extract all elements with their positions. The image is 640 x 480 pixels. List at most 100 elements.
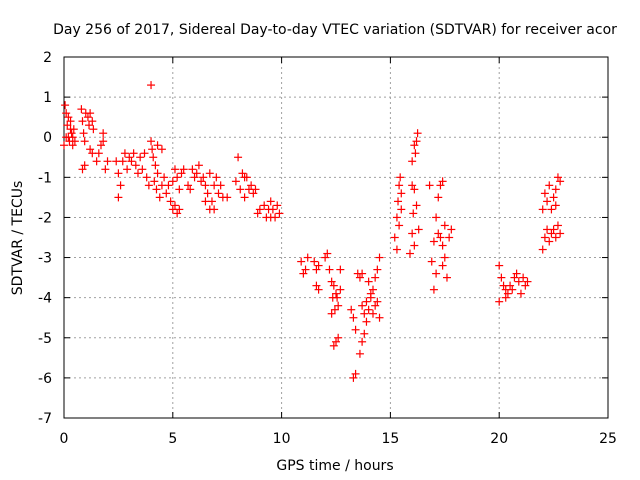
data-point [310, 258, 318, 266]
data-point [267, 213, 275, 221]
data-point [495, 298, 503, 306]
data-point [323, 250, 331, 258]
data-point [521, 282, 529, 290]
data-point [315, 262, 323, 270]
data-point [204, 189, 212, 197]
data-point [408, 181, 416, 189]
data-point [178, 169, 186, 177]
data-point [545, 238, 553, 246]
data-point [212, 173, 220, 181]
data-point [371, 274, 379, 282]
data-point [154, 169, 162, 177]
plot-frame [64, 57, 608, 418]
data-point [145, 181, 153, 189]
data-point [352, 370, 360, 378]
data-point [180, 165, 188, 173]
data-point [539, 246, 547, 254]
grid-lines [64, 57, 608, 418]
data-point [415, 225, 423, 233]
data-point [195, 161, 203, 169]
y-tick-label: -1 [38, 170, 52, 186]
data-point [95, 149, 103, 157]
data-point [547, 205, 555, 213]
data-point [101, 165, 109, 173]
data-point [439, 262, 447, 270]
data-point [86, 109, 94, 117]
data-point [206, 169, 214, 177]
data-point [556, 177, 564, 185]
data-point [312, 266, 320, 274]
data-point [175, 185, 183, 193]
data-point [175, 205, 183, 213]
data-point [80, 129, 88, 137]
data-point [545, 181, 553, 189]
data-point [369, 310, 377, 318]
data-point [256, 205, 264, 213]
data-point [441, 221, 449, 229]
data-point [119, 157, 127, 165]
y-tick-label: 0 [43, 130, 52, 146]
data-point [352, 326, 360, 334]
data-point [325, 266, 333, 274]
data-point [333, 294, 341, 302]
data-point [297, 258, 305, 266]
data-point [81, 137, 89, 145]
data-point [408, 229, 416, 237]
data-point [554, 221, 562, 229]
data-point [330, 342, 338, 350]
y-tick-label: -5 [38, 331, 52, 347]
data-point [267, 197, 275, 205]
data-point [517, 290, 525, 298]
y-tick-label: -7 [38, 411, 52, 427]
data-point [160, 173, 168, 181]
data-point [99, 129, 107, 137]
data-point [234, 153, 242, 161]
data-point [315, 286, 323, 294]
data-point [171, 165, 179, 173]
data-point [376, 254, 384, 262]
data-point [275, 209, 283, 217]
data-point [519, 274, 527, 282]
data-point [552, 234, 560, 242]
data-point [365, 278, 373, 286]
data-point [334, 334, 342, 342]
axis-ticks: 0 5 10 15 20 25 -7 -6 -5 -4 -3 -2 -1 0 1 2 [38, 50, 617, 447]
y-axis-label: SDTVAR / TECUs [10, 181, 26, 296]
data-point [539, 205, 547, 213]
data-point [414, 129, 422, 137]
data-point [410, 185, 418, 193]
data-point [199, 173, 207, 181]
data-point [495, 262, 503, 270]
data-point [136, 153, 144, 161]
data-point [504, 290, 512, 298]
data-point [554, 173, 562, 181]
data-point [77, 105, 85, 113]
data-point [360, 310, 368, 318]
data-point [376, 314, 384, 322]
data-point [358, 270, 366, 278]
data-point [184, 181, 192, 189]
x-tick-label: 25 [599, 431, 617, 447]
data-point [121, 149, 129, 157]
data-point [336, 266, 344, 274]
data-point [99, 137, 107, 145]
data-point [186, 185, 194, 193]
data-point [395, 221, 403, 229]
data-point [550, 193, 558, 201]
data-point [413, 201, 421, 209]
data-point [373, 266, 381, 274]
data-point [410, 141, 418, 149]
data-point [117, 181, 125, 189]
data-point [508, 286, 516, 294]
data-point [143, 173, 151, 181]
data-point [251, 185, 259, 193]
data-point [162, 189, 170, 197]
data-point [510, 274, 518, 282]
data-point [371, 302, 379, 310]
data-point [312, 282, 320, 290]
data-point [238, 169, 246, 177]
data-point [336, 286, 344, 294]
data-point [254, 209, 262, 217]
data-point [347, 306, 355, 314]
data-point [241, 173, 249, 181]
